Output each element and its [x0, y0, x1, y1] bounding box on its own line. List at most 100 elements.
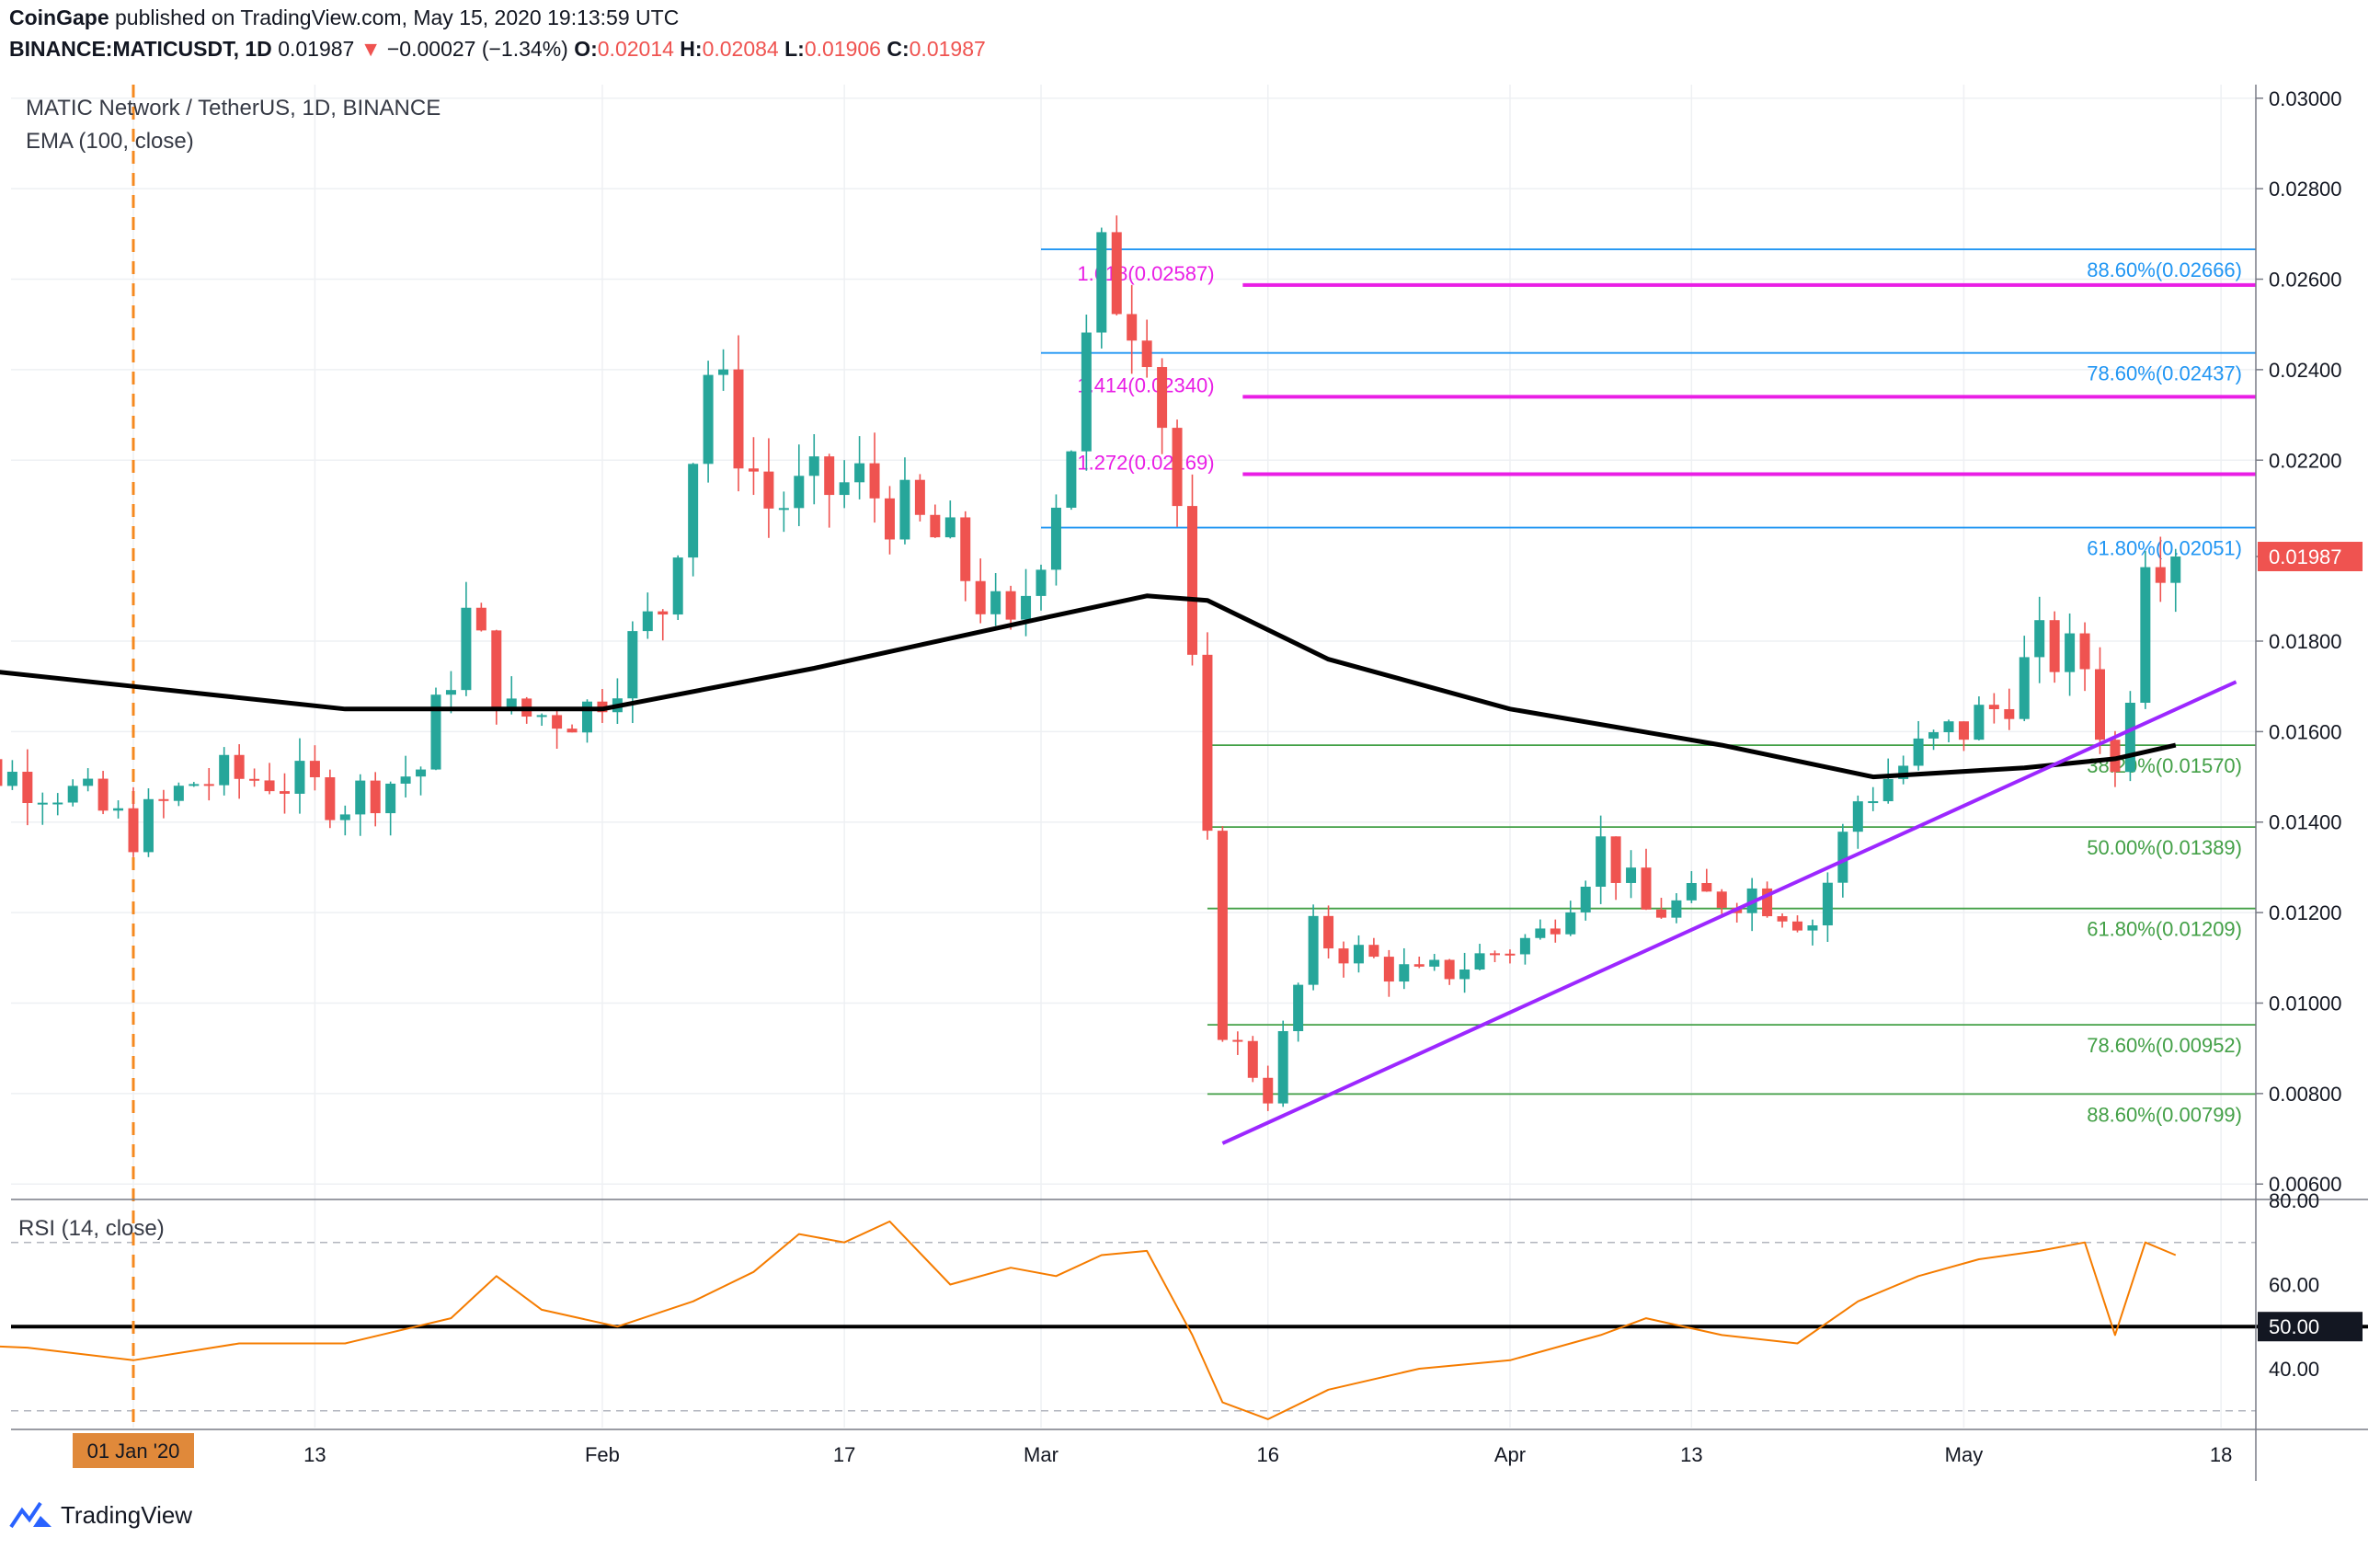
candle-body — [1837, 832, 1848, 883]
tradingview-footer[interactable]: TradingView — [9, 1499, 192, 1531]
candle-body — [1535, 928, 1546, 938]
time-tick-label: Mar — [1024, 1443, 1058, 1466]
candle-body — [1580, 886, 1591, 912]
price-tick-label: 0.00600 — [2269, 1173, 2342, 1196]
time-tick-label: 13 — [303, 1443, 326, 1466]
candle-body — [552, 715, 563, 729]
candle-body — [1882, 778, 1894, 802]
candle-body — [491, 630, 502, 711]
candle-body — [1050, 507, 1061, 570]
candle-body — [1610, 836, 1621, 883]
candle-body — [794, 476, 805, 509]
candle-body — [1368, 945, 1379, 958]
candle-body — [475, 607, 486, 631]
price-tick-label: 0.02600 — [2269, 269, 2342, 292]
candle-body — [672, 557, 683, 615]
candle-body — [1868, 801, 1879, 804]
price-tick-label: 0.00800 — [2269, 1083, 2342, 1106]
candle-body — [1157, 367, 1168, 429]
candle-body — [1928, 732, 1939, 739]
price-tick-label: 0.02200 — [2269, 449, 2342, 472]
candle-body — [733, 369, 744, 469]
candle-body — [67, 786, 78, 803]
ema-legend: EMA (100, close) — [26, 129, 194, 154]
price-tick-label: 0.01400 — [2269, 811, 2342, 834]
candle-body — [885, 498, 895, 540]
candle-body — [1263, 1077, 1274, 1104]
chart-title: MATIC Network / TetherUS, 1D, BINANCE — [26, 96, 441, 120]
symbol-info: BINANCE:MATICUSDT, 1D 0.01987 ▼ −0.00027… — [9, 37, 986, 61]
candle-body — [808, 456, 819, 476]
candle-body — [1686, 883, 1697, 901]
candle-body — [0, 759, 3, 786]
tradingview-logo-icon — [9, 1501, 51, 1529]
candle-body — [355, 780, 366, 815]
candle-body — [2140, 567, 2151, 703]
candle-body — [219, 754, 230, 786]
fib-level-label: 88.60%(0.02666) — [2087, 258, 2242, 281]
candle-body — [1232, 1039, 1243, 1042]
time-tick-label: Apr — [1494, 1443, 1526, 1466]
candle-body — [582, 701, 592, 733]
candle-body — [718, 369, 729, 375]
candle-body — [1066, 451, 1077, 508]
candle-body — [1655, 909, 1666, 918]
candle-body — [370, 780, 381, 814]
fib-level-label: 78.60%(0.00952) — [2087, 1034, 2242, 1057]
candle-body — [1852, 801, 1863, 832]
candle-body — [899, 479, 910, 540]
candle-body — [385, 783, 396, 814]
candle-body — [37, 802, 48, 805]
candle-body — [566, 729, 578, 733]
high-value: 0.02084 — [702, 37, 779, 61]
time-tick-label: 18 — [2210, 1443, 2232, 1466]
fib-level-label: 88.60%(0.00799) — [2087, 1103, 2242, 1126]
candle-body — [173, 786, 184, 801]
fib-level-label: 61.80%(0.01209) — [2087, 918, 2242, 941]
candle-body — [1792, 921, 1802, 931]
candle-body — [536, 715, 547, 717]
candle-body — [1111, 232, 1122, 315]
candle-body — [1293, 984, 1304, 1032]
candle-body — [1807, 925, 1818, 931]
candle-body — [97, 778, 109, 811]
fib-level-label: 61.80%(0.02051) — [2087, 537, 2242, 560]
candle-body — [1036, 569, 1047, 596]
candle-body — [763, 471, 774, 509]
candle-body — [1519, 937, 1530, 955]
rsi-line — [0, 1220, 2177, 1420]
candle-body — [2065, 633, 2076, 672]
price-tick-label: 0.01200 — [2269, 901, 2342, 924]
candle-body — [22, 772, 33, 804]
publish-info: CoinGape published on TradingView.com, M… — [9, 6, 679, 30]
candle-body — [249, 778, 260, 781]
candle-body — [264, 780, 275, 792]
candle-body — [1988, 705, 1999, 709]
candle-body — [1777, 916, 1788, 922]
candle-body — [688, 464, 699, 558]
candle-body — [1141, 340, 1152, 368]
candle-body — [2110, 740, 2121, 773]
publisher-name: CoinGape — [9, 6, 109, 29]
current-price-label: 0.01987 — [2269, 545, 2342, 568]
candle-body — [642, 611, 653, 632]
candle-body — [1490, 953, 1500, 956]
candle-body — [944, 517, 955, 538]
candle-body — [2019, 657, 2030, 719]
candle-body — [506, 698, 517, 711]
candle-body — [1217, 831, 1228, 1040]
candle-body — [839, 482, 850, 496]
fib-level-label: 78.60%(0.02437) — [2087, 362, 2242, 385]
candle-body — [2170, 556, 2181, 583]
candle-body — [2004, 708, 2015, 719]
candle-body — [990, 591, 1001, 614]
footer-brand: TradingView — [61, 1500, 193, 1529]
current-price-badge — [2258, 542, 2363, 572]
candle-body — [2049, 620, 2060, 672]
grid-lines — [11, 85, 2256, 1428]
candle-body — [1338, 948, 1349, 964]
time-tick-label: May — [1945, 1443, 1984, 1466]
candle-body — [128, 808, 139, 853]
rsi-legend: RSI (14, close) — [18, 1216, 165, 1241]
